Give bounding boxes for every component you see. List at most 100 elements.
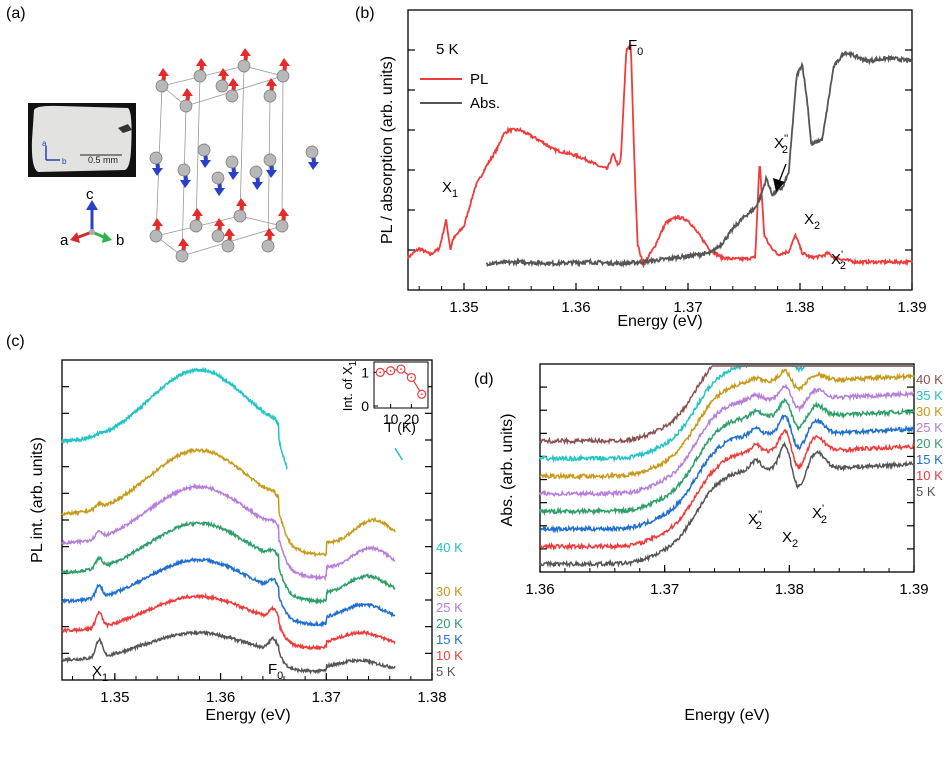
panel-label-b: (b) [355, 5, 375, 22]
atom [175, 249, 189, 263]
chart-d: 1.36 1.37 1.38 1.39 5 K10 K15 K20 K25 K30 K3… [499, 363, 943, 724]
atom [155, 79, 169, 93]
spin-arrowhead [264, 228, 275, 236]
series-label-20k: 20 K [916, 436, 943, 451]
series-line-15k [539, 413, 915, 534]
x-axis-label: Energy (eV) [205, 707, 290, 724]
spin-arrowhead [236, 198, 247, 206]
photo-axis-a: a [42, 139, 47, 148]
inset-x-tick-label: 20 [404, 411, 420, 427]
series-label-5k: 5 K [916, 484, 936, 499]
x-tick-label: 1.38 [417, 689, 446, 706]
spin-arrowhead [228, 78, 239, 86]
spin-arrowhead [196, 58, 207, 66]
scale-bar-label: 0.5 mm [88, 155, 118, 165]
inset-x-tick-label: 10 [383, 411, 399, 427]
atom [276, 69, 290, 83]
annotation-x1: X1 [442, 179, 458, 200]
cell-edge [181, 225, 283, 257]
x-tick-label: 1.36 [206, 689, 235, 706]
spin-arrowhead [218, 68, 229, 76]
series-line-pl [407, 43, 913, 269]
series-label-30k: 30 K [916, 404, 943, 419]
series-line-30k [539, 368, 915, 481]
x-tick-label: 1.36 [525, 581, 554, 598]
plot-frame [539, 363, 915, 573]
photo-axis-b: b [62, 157, 67, 166]
atom [249, 165, 263, 179]
panel-label-a: (a) [6, 5, 26, 22]
x-tick-label: 1.39 [899, 581, 928, 598]
spin-arrowhead [224, 228, 235, 236]
spin-arrowhead [266, 78, 277, 86]
axis-b-label: b [116, 232, 124, 249]
crystal-structure [149, 48, 319, 263]
series-line-5k [61, 629, 396, 675]
x-tick-label: 1.37 [673, 299, 702, 316]
annotation-x1: X1 [92, 663, 108, 684]
inset-y-tick-label: 0 [361, 398, 369, 414]
atom [215, 79, 229, 93]
atom [305, 145, 319, 159]
spin-arrowhead [228, 172, 239, 180]
atom [263, 89, 277, 103]
atom [211, 171, 225, 185]
series-line-5k [539, 441, 915, 569]
annotation-arrowhead [773, 178, 785, 192]
series-label-10k: 10 K [916, 468, 943, 483]
series-line-40k [539, 365, 914, 446]
atom [233, 209, 247, 223]
annotation-x2: X2 [782, 529, 798, 550]
series-line-10k [539, 429, 915, 551]
series-line-20k [539, 397, 915, 517]
inset-point-center [410, 376, 413, 379]
inset-x-label: T (K) [385, 419, 416, 435]
atom [221, 239, 235, 253]
atom [225, 155, 239, 169]
x-axis-label: Energy (eV) [617, 313, 702, 330]
annotation-x2-prime: X' 2 [812, 503, 827, 526]
annotation-x2-double-prime: X'' 2 [774, 133, 788, 156]
atom [149, 229, 163, 243]
spin-arrowhead [214, 218, 225, 226]
annotation-x2: X2 [804, 211, 820, 232]
spin-arrowhead [178, 238, 189, 246]
spin-arrowhead [279, 58, 290, 66]
atom [149, 151, 163, 165]
spin-arrowhead [152, 218, 163, 226]
series-line-40k-tail [394, 447, 403, 461]
series-label-25k: 25 K [916, 420, 943, 435]
y-axis-label: PL / absorption (arb. units) [379, 56, 396, 244]
cell-edge [239, 65, 245, 217]
plot-frame [407, 9, 913, 291]
atom [177, 163, 191, 177]
cell-edge [243, 65, 284, 77]
spin-arrowhead [240, 48, 251, 56]
legend-label-abs: Abs. [470, 95, 500, 112]
inset-point-center [400, 368, 402, 370]
chart-b: 1.35 1.36 1.37 1.38 1.39 5 K PL Abs. X1 F0 X'' 2 X2 X… [379, 9, 927, 330]
inset-point-center [420, 393, 423, 396]
series-line-20k [61, 520, 396, 605]
x-tick-label: 1.35 [100, 689, 129, 706]
cell-edge [239, 215, 283, 227]
x-tick-label: 1.36 [561, 299, 590, 316]
series-label-30k: 30 K [436, 584, 463, 599]
x-tick-label: 1.37 [312, 689, 341, 706]
inset-point-center [379, 371, 382, 374]
atom [193, 69, 207, 83]
atom [225, 89, 239, 103]
spin-arrowhead [214, 188, 225, 196]
cell-edge [281, 75, 284, 227]
atom [275, 219, 289, 233]
series-line-abs [485, 50, 913, 268]
x-tick-label: 1.37 [650, 581, 679, 598]
atom [237, 59, 251, 73]
axis-c-label: c [86, 186, 94, 203]
series-label-35k: 35 K [916, 388, 943, 403]
x-tick-label: 1.38 [785, 299, 814, 316]
series-line-10k [61, 592, 396, 651]
spin-arrowhead [278, 208, 289, 216]
series-label-15k: 15 K [916, 452, 943, 467]
